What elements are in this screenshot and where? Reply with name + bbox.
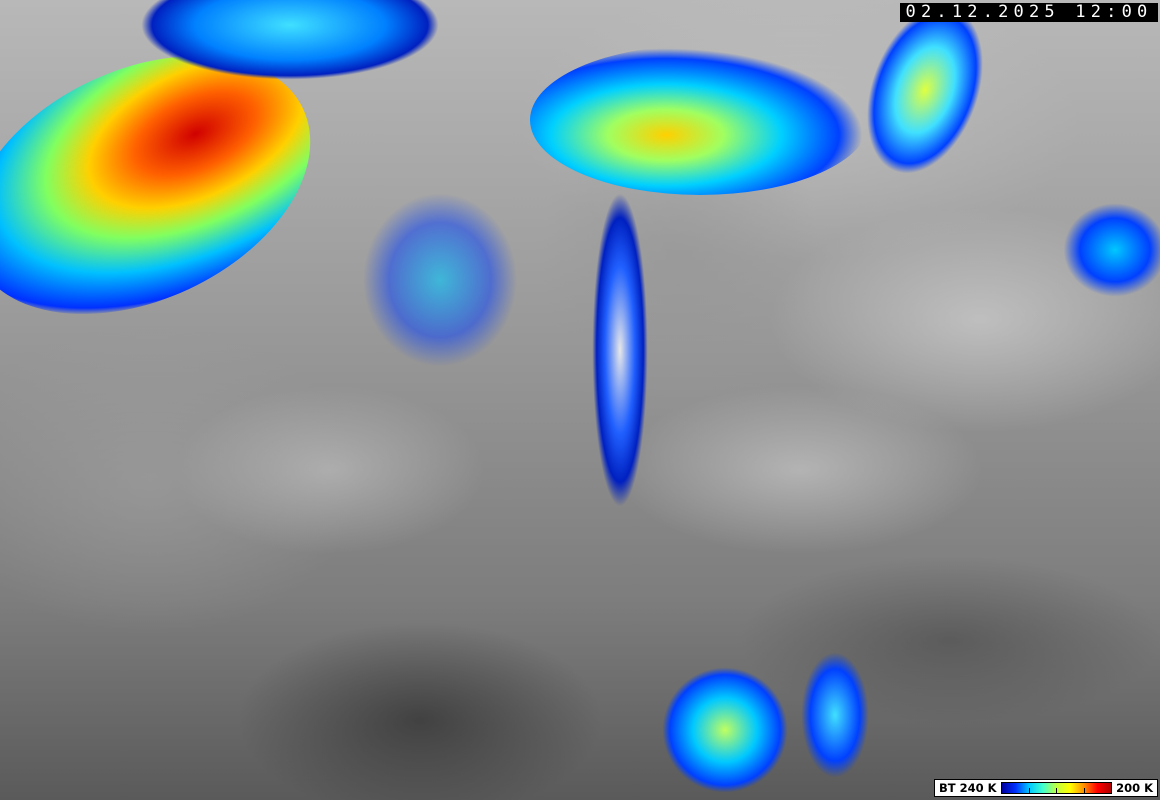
color-scale-legend: BT 240 K 200 K	[934, 779, 1158, 797]
legend-max-label: 200 K	[1116, 781, 1153, 795]
legend-tick	[1056, 788, 1058, 793]
cyclone-head	[530, 45, 870, 195]
legend-min-label: BT 240 K	[939, 781, 997, 795]
cloud-cluster-east	[1060, 200, 1160, 300]
cloud-band-northeast	[842, 0, 1008, 194]
color-scale-bar	[1000, 782, 1113, 794]
legend-tick	[1028, 788, 1030, 793]
cloud-cluster-south	[660, 665, 790, 795]
cold-front-tail	[590, 180, 650, 520]
convective-cells	[360, 190, 520, 370]
timestamp: 02.12.2025 12:00	[900, 3, 1158, 22]
cloud-cluster-southeast	[800, 650, 870, 780]
legend-tick	[1083, 788, 1085, 793]
